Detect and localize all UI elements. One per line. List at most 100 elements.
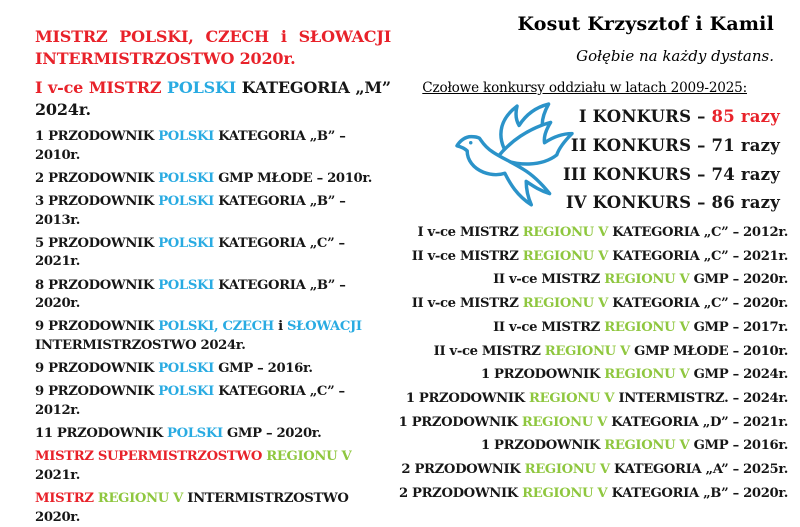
result-line: 1 PRZODOWNIK REGIONU V GMP – 2024r. [399,363,788,387]
text-segment: CZECH [205,27,270,46]
text-segment: 1 PRZODOWNIK [480,438,605,454]
dove-front-wing [495,120,574,166]
achievement-item: 1 PRZODOWNIK POLSKI KATEGORIA „B” – 2010… [35,128,391,165]
text-segment: 1 PRZODOWNIK [398,414,522,430]
text-segment: REGIONU V [97,491,184,507]
text-segment: CZECH [222,319,274,335]
achievement-line: 2 PRZODOWNIK POLSKI GMP MŁODE – 2010r. [35,170,391,189]
text-segment: GMP – 2020r. [222,426,322,442]
text-segment: I KONKURS – [578,107,712,126]
text-segment: POLSKI [158,277,214,293]
text-segment: 2021r. [35,467,80,483]
text-segment: INTERMISTRZOSTWO 2020r. [35,491,349,525]
text-segment: KATEGORIA „B” – 2010r. [35,129,346,163]
achievement-line: 3 PRZODOWNIK POLSKI KATEGORIA „B” – 2013… [35,193,391,230]
text-segment: REGIONU V [522,485,608,501]
result-line: II v-ce MISTRZ REGIONU V KATEGORIA „C” –… [399,292,789,316]
achievement-line: 1 PRZODOWNIK POLSKI KATEGORIA „B” – 2010… [35,128,391,165]
achievement-line: 8 PRZODOWNIK POLSKI KATEGORIA „B” – 2020… [35,277,391,314]
text-segment: II v-ce MISTRZ [433,343,545,359]
dove-body [455,134,552,207]
text-segment: GMP MŁODE – 2010r. [629,343,788,359]
text-segment: II KONKURS – 71 razy [570,135,780,155]
text-segment: KATEGORIA „B” – 2013r. [35,193,346,228]
text-segment: 8 PRZODOWNIK [35,277,159,293]
text-segment: KATEGORIA „D” – 2021r. [607,414,788,430]
dove-eye [469,141,473,145]
dove-icon [455,102,574,207]
text-segment: REGIONU V [522,225,609,240]
text-segment: II v-ce MISTRZ [493,319,605,335]
text-segment: MISTRZ [88,78,162,97]
text-segment: GMP MŁODE – 2010r. [213,170,373,186]
text-segment: REGIONU V [524,462,611,478]
text-segment: 3 PRZODOWNIK [35,193,159,209]
konkurs-line: II KONKURS – 71 razy [563,132,780,161]
text-segment: POLSKI [167,78,237,97]
text-segment: SŁOWACJI [287,319,362,335]
text-segment: REGIONU V [604,367,690,383]
text-segment: INTERMISTRZ. – 2024r. [614,390,788,406]
text-segment: 1 PRZODOWNIK [480,367,605,383]
text-segment: KATEGORIA „C” – 2020r. [607,296,788,312]
text-segment: KATEGORIA „A” – 2025r. [609,462,788,478]
text-segment: KATEGORIA „B” – 2020r. [35,277,346,312]
text-segment: 11 PRZODOWNIK [35,426,168,442]
text-segment: 9 PRZODOWNIK [35,384,159,400]
text-segment: GMP – 2017r. [689,319,789,335]
text-segment: KATEGORIA „C” – 2012r. [607,225,788,240]
achievement-line: 11 PRZODOWNIK POLSKI GMP – 2020r. [35,425,391,444]
result-line: 2 PRZODOWNIK REGIONU V KATEGORIA „B” – 2… [399,482,788,506]
text-segment: REGIONU V [529,390,615,406]
text-segment: GMP – 2020r. [689,272,789,288]
result-line: 1 PRZODOWNIK REGIONU V GMP – 2016r. [399,434,788,458]
text-segment: KATEGORIA [241,78,350,97]
text-segment: POLSKI [158,235,214,251]
text-segment: REGIONU V [522,248,609,264]
text-segment: INTERMISTRZOSTWO 2024r. [35,337,246,353]
text-segment: POLSKI [158,361,214,377]
text-segment: POLSKI [158,193,214,209]
top-contests-heading: Czołowe konkursy oddziału w latach 2009-… [422,80,747,96]
achievement-line: 9 PRZODOWNIK POLSKI, CZECH i SŁOWACJI [35,318,391,337]
achievement-item: 8 PRZODOWNIK POLSKI KATEGORIA „B” – 2020… [35,277,391,314]
text-segment: SŁOWACJI [298,27,392,46]
left-heading-champion-2020: MISTRZ POLSKI, CZECH i SŁOWACJI INTERMISTRZOS… [35,26,391,69]
konkurs-line: IV KONKURS – 86 razy [563,189,780,218]
text-segment: MISTRZ [35,491,98,507]
text-segment: 2024r. [35,99,91,119]
text-segment: KATEGORIA „C” – 2021r. [607,248,788,264]
text-segment: POLSKI, [158,319,219,335]
konkurs-count-list: I KONKURS – 85 razy II KONKURS – 71 razy I… [563,103,780,218]
achievement-line: MISTRZ SUPERMISTRZOSTWO REGIONU V 2021r. [35,448,391,485]
text-segment: REGIONU V [604,272,690,288]
right-column-header: Kosut Krzysztof i Kamil Gołębie na każdy… [422,13,774,96]
text-segment: „M” [355,78,391,97]
text-segment: 9 PRZODOWNIK [35,319,159,335]
result-line: II v-ce MISTRZ REGIONU V GMP – 2020r. [399,268,788,292]
result-line: II v-ce MISTRZ REGIONU V GMP – 2017r. [399,316,788,340]
achievement-item: 9 PRZODOWNIK POLSKI KATEGORIA „C” – 2012… [35,383,391,420]
text-segment: POLSKI [158,170,214,186]
text-segment: POLSKI, [119,27,194,46]
text-segment: 1 PRZODOWNIK [405,390,530,406]
text-segment: REGIONU V [604,438,690,454]
konkurs-line: III KONKURS – 74 razy [563,161,780,190]
text-segment: REGIONU V [522,296,609,312]
text-segment: 9 PRZODOWNIK [35,361,159,377]
text-segment: INTERMISTRZOSTWO 2020r. [35,48,296,68]
text-segment: KATEGORIA „C” – 2012r. [35,384,345,418]
heading-line: MISTRZ POLSKI, CZECH i SŁOWACJI [35,26,391,48]
text-segment: POLSKI [167,426,223,442]
heading-line: 2024r. [35,99,391,121]
result-line: 1 PRZODOWNIK REGIONU V KATEGORIA „D” – 2… [398,411,789,435]
achievement-line: MISTRZ REGIONU V INTERMISTRZOSTWO 2020r. [35,490,391,527]
achievement-item: 9 PRZODOWNIK POLSKI GMP – 2016r. [35,360,391,379]
achievement-line: INTERMISTRZOSTWO 2024r. [35,337,391,356]
result-line: 1 PRZODOWNIK REGIONU V INTERMISTRZ. – 20… [399,387,789,411]
text-segment: POLSKI [158,129,214,144]
text-segment: MISTRZ [35,27,108,46]
text-segment: GMP – 2024r. [689,367,789,383]
